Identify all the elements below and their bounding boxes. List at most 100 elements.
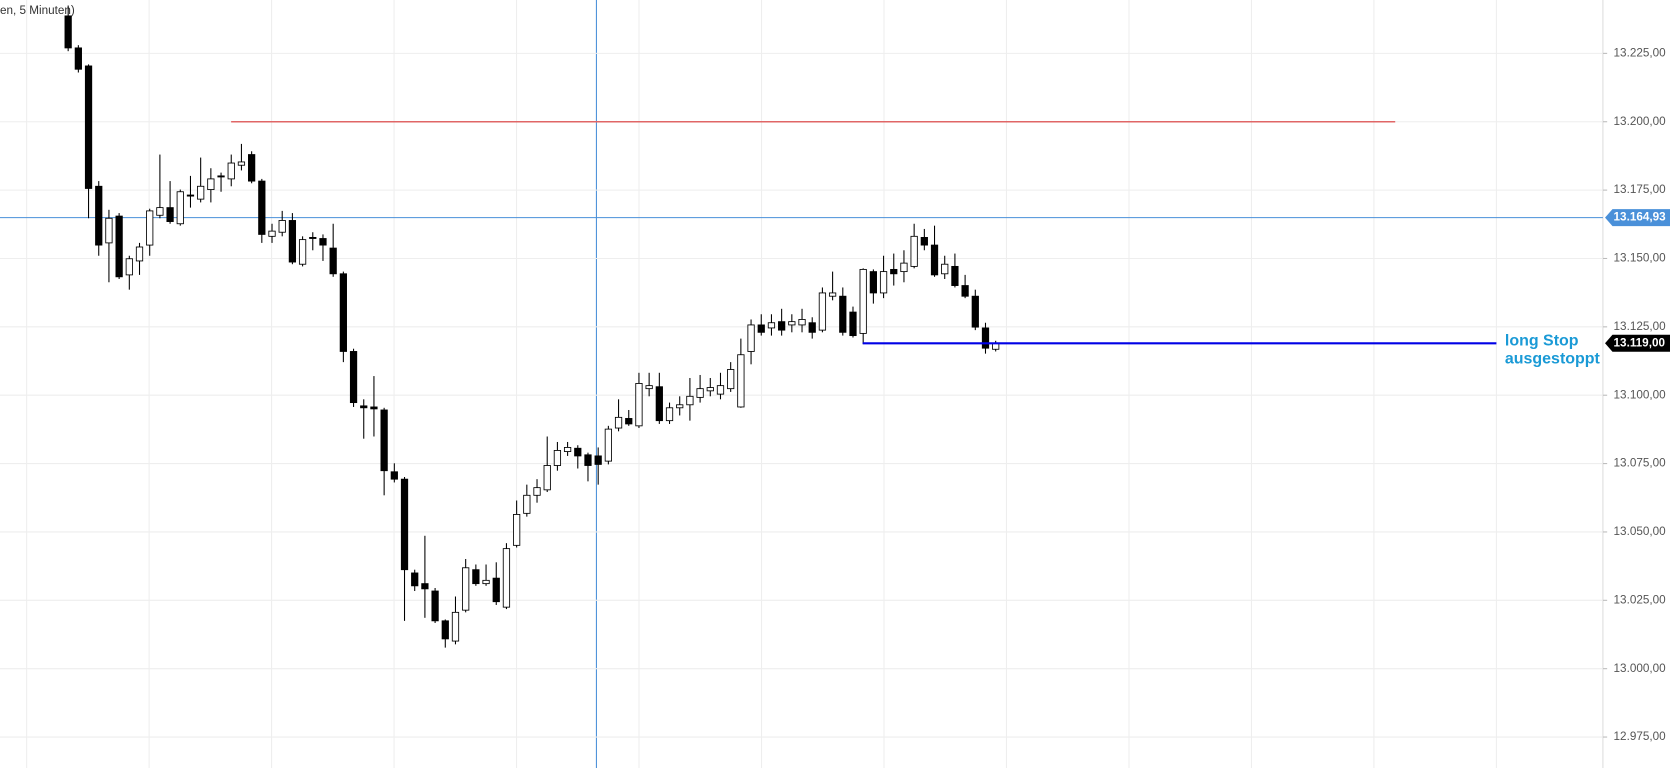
candle-body bbox=[676, 404, 684, 409]
candle-body bbox=[482, 579, 490, 585]
candle-body bbox=[64, 15, 72, 49]
candle-body bbox=[594, 455, 602, 465]
candle-body bbox=[360, 405, 368, 409]
candle-body bbox=[645, 385, 653, 390]
candle-body bbox=[115, 215, 123, 278]
candle-body bbox=[186, 194, 195, 197]
candle-body bbox=[716, 385, 725, 395]
candle-body bbox=[309, 236, 317, 239]
candle-body bbox=[971, 295, 979, 328]
candle-body bbox=[808, 322, 816, 333]
candle-body bbox=[910, 235, 918, 267]
candle-body bbox=[349, 351, 358, 404]
candle-body bbox=[400, 478, 409, 571]
candle-body bbox=[696, 388, 704, 398]
candle-body bbox=[869, 271, 877, 294]
candle-body bbox=[390, 471, 398, 480]
candle-body bbox=[727, 369, 735, 390]
candle-body bbox=[839, 295, 847, 333]
candle-body bbox=[574, 447, 582, 457]
candle-body bbox=[380, 409, 388, 472]
candle-body bbox=[451, 611, 460, 642]
candle-body bbox=[686, 395, 694, 406]
candle-body bbox=[788, 321, 796, 326]
candle-body bbox=[197, 185, 205, 200]
candle-body bbox=[268, 230, 276, 237]
candle-body bbox=[798, 319, 806, 326]
candle-body bbox=[411, 572, 419, 587]
candle-body bbox=[849, 311, 857, 337]
candle-body bbox=[125, 258, 133, 276]
candle-body bbox=[920, 236, 928, 246]
last-price-tag bbox=[1605, 334, 1670, 352]
candle-body bbox=[757, 324, 765, 333]
candle-body bbox=[767, 322, 776, 329]
time-grid bbox=[26, 0, 1497, 768]
y-tick-label: 13.225,00 bbox=[1614, 46, 1667, 59]
candle-body bbox=[951, 265, 959, 286]
candle-body bbox=[533, 487, 541, 496]
y-tick-label: 13.175,00 bbox=[1614, 183, 1667, 196]
candle-body bbox=[818, 292, 827, 331]
candle-body bbox=[370, 406, 378, 410]
candle-body bbox=[737, 354, 745, 408]
candle-body bbox=[462, 567, 470, 611]
chart-title: en, 5 Minuten) bbox=[0, 4, 75, 17]
candle-body bbox=[227, 162, 235, 180]
stop-label: long Stop bbox=[1505, 332, 1579, 349]
candle-body bbox=[900, 262, 908, 273]
candle-body bbox=[604, 428, 612, 462]
candle-body bbox=[614, 416, 623, 429]
candle-body bbox=[665, 407, 674, 422]
candle-body bbox=[584, 454, 592, 466]
candle-body bbox=[553, 450, 562, 466]
candle-body bbox=[502, 548, 511, 608]
candle-body bbox=[513, 514, 521, 546]
candle-body bbox=[421, 583, 429, 590]
candle-body bbox=[655, 386, 663, 422]
candle-body bbox=[778, 321, 786, 331]
candle-body bbox=[492, 577, 500, 603]
candle-body bbox=[890, 268, 898, 275]
candle-body bbox=[105, 217, 113, 244]
last-price-label: 13.119,00 bbox=[1614, 336, 1666, 349]
candle-body bbox=[237, 161, 246, 166]
candle-body bbox=[217, 175, 225, 178]
candle-body bbox=[635, 383, 643, 427]
y-tick-label: 13.125,00 bbox=[1614, 320, 1667, 333]
stop-label: ausgestoppt bbox=[1505, 350, 1601, 367]
candle-body bbox=[278, 220, 286, 233]
candle-body bbox=[472, 569, 480, 585]
candle-body bbox=[95, 185, 103, 246]
crosshair-label: 13.164,93 bbox=[1614, 211, 1667, 224]
y-tick-label: 13.025,00 bbox=[1614, 593, 1667, 606]
candle-body bbox=[298, 239, 307, 265]
candle-body bbox=[319, 238, 327, 246]
candle-body bbox=[563, 447, 572, 452]
candle-body bbox=[84, 65, 93, 189]
y-tick-label: 13.050,00 bbox=[1614, 525, 1667, 538]
candle-body bbox=[258, 180, 266, 235]
candle-body bbox=[625, 418, 633, 425]
candle-body bbox=[176, 191, 184, 225]
y-tick-label: 13.000,00 bbox=[1614, 662, 1667, 675]
candle-body bbox=[828, 292, 837, 297]
candle-body bbox=[981, 327, 990, 349]
candle-body bbox=[441, 620, 449, 640]
candle-body bbox=[747, 324, 755, 352]
candle-body bbox=[329, 247, 337, 275]
candle-body bbox=[207, 178, 215, 190]
candle-body bbox=[523, 494, 531, 514]
candle-body bbox=[288, 220, 297, 263]
candle-body bbox=[706, 387, 714, 392]
crosshair-tag bbox=[1605, 209, 1670, 227]
candle-body bbox=[543, 465, 551, 491]
candle-body bbox=[135, 246, 144, 262]
candle-body bbox=[166, 207, 174, 222]
candle-body bbox=[431, 590, 439, 622]
y-tick-label: 13.150,00 bbox=[1614, 252, 1667, 265]
candle-body bbox=[879, 271, 888, 294]
y-tick-label: 13.075,00 bbox=[1614, 457, 1667, 470]
